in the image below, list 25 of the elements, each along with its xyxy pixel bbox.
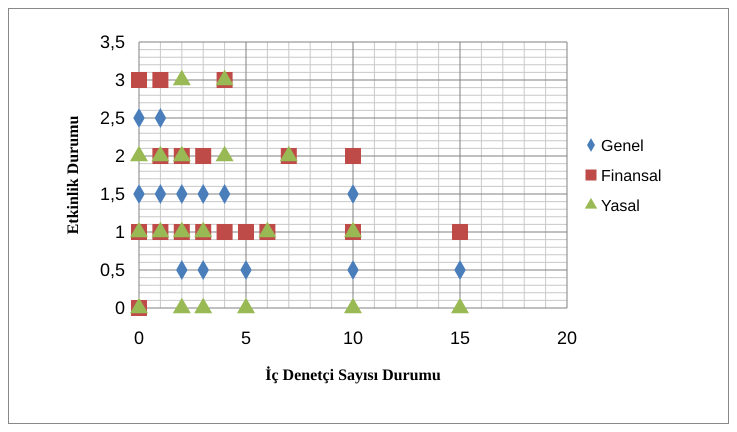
x-tick-label: 5 xyxy=(240,328,252,348)
legend-label: Finansal xyxy=(601,168,662,185)
x-tick-label: 20 xyxy=(556,328,578,348)
y-tick-label: 0 xyxy=(114,298,125,318)
point xyxy=(152,72,168,88)
x-axis-title: İç Denetçi Sayısı Durumu xyxy=(265,366,441,384)
point xyxy=(216,224,233,240)
y-tick-label: 0,5 xyxy=(100,260,125,280)
point xyxy=(452,224,468,240)
legend-label: Yasal xyxy=(601,198,640,215)
y-tick-label: 3,5 xyxy=(100,32,125,52)
point xyxy=(345,148,361,164)
y-tick-label: 3 xyxy=(114,70,125,90)
y-tick-label: 2,5 xyxy=(100,108,125,128)
point xyxy=(238,224,254,240)
y-tick-label: 2 xyxy=(114,146,125,166)
y-axis-title: Etkinlik Durumu xyxy=(65,116,82,234)
x-tick-label: 0 xyxy=(134,328,144,348)
x-tick-label: 15 xyxy=(450,328,470,348)
legend-label: Genel xyxy=(601,138,644,155)
point xyxy=(131,72,147,88)
point xyxy=(195,148,212,164)
x-tick-label: 10 xyxy=(342,328,364,348)
y-tick-label: 1 xyxy=(114,222,125,242)
y-tick-label: 1,5 xyxy=(100,184,125,204)
